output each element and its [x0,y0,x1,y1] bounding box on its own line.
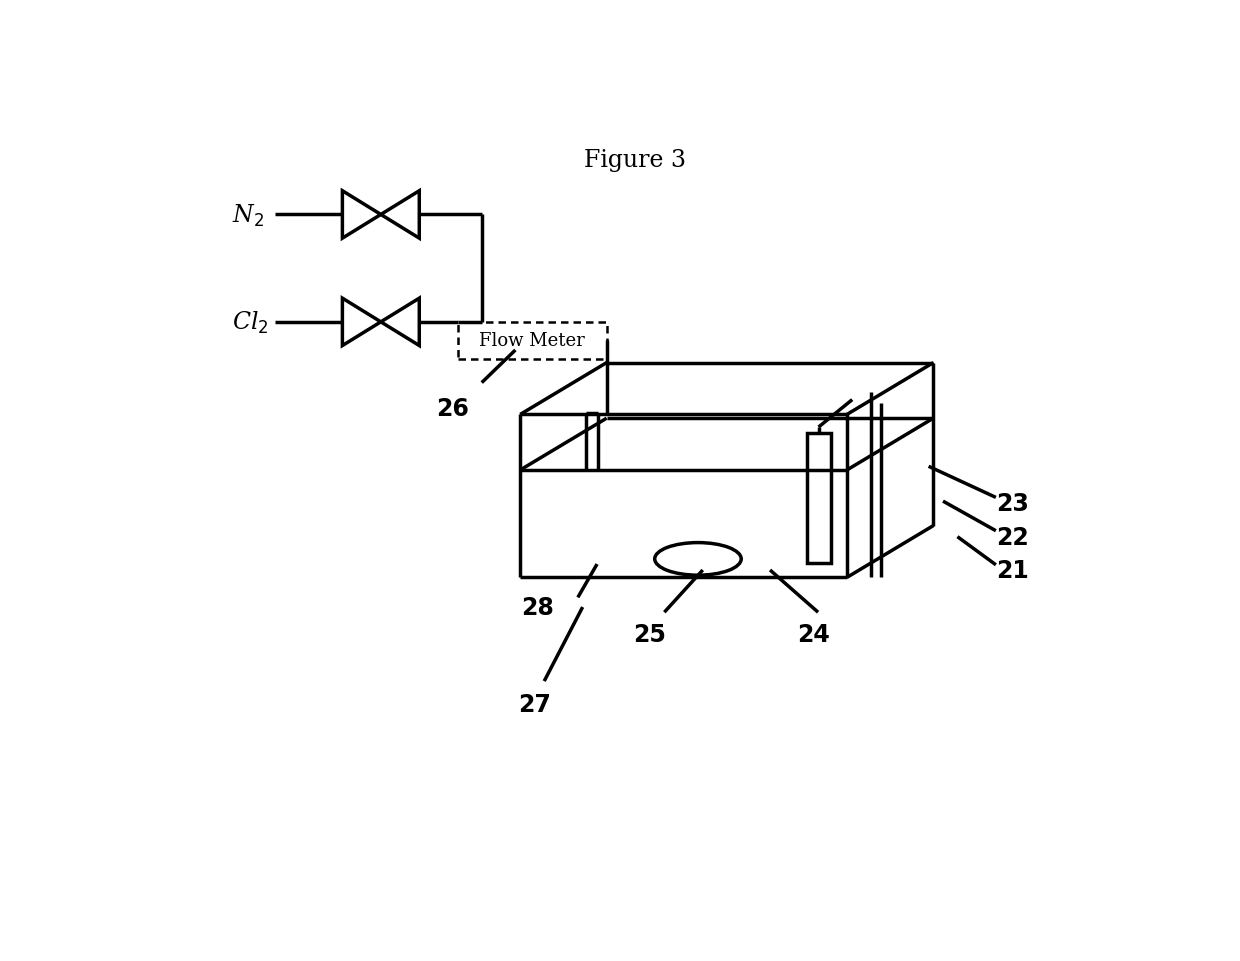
Text: 22: 22 [996,525,1029,549]
Text: 23: 23 [996,492,1029,516]
Text: Cl$_2$: Cl$_2$ [232,309,269,335]
Bar [458,323,606,359]
Text: 26: 26 [436,397,470,421]
Text: Flow Meter: Flow Meter [480,332,585,350]
Text: N$_2$: N$_2$ [232,202,264,229]
Text: 28: 28 [521,596,554,620]
Text: 24: 24 [797,622,830,646]
Text: 21: 21 [996,558,1029,582]
Bar [806,433,831,563]
Text: 25: 25 [634,622,666,646]
Text: 27: 27 [518,693,551,717]
Text: Figure 3: Figure 3 [584,149,687,172]
